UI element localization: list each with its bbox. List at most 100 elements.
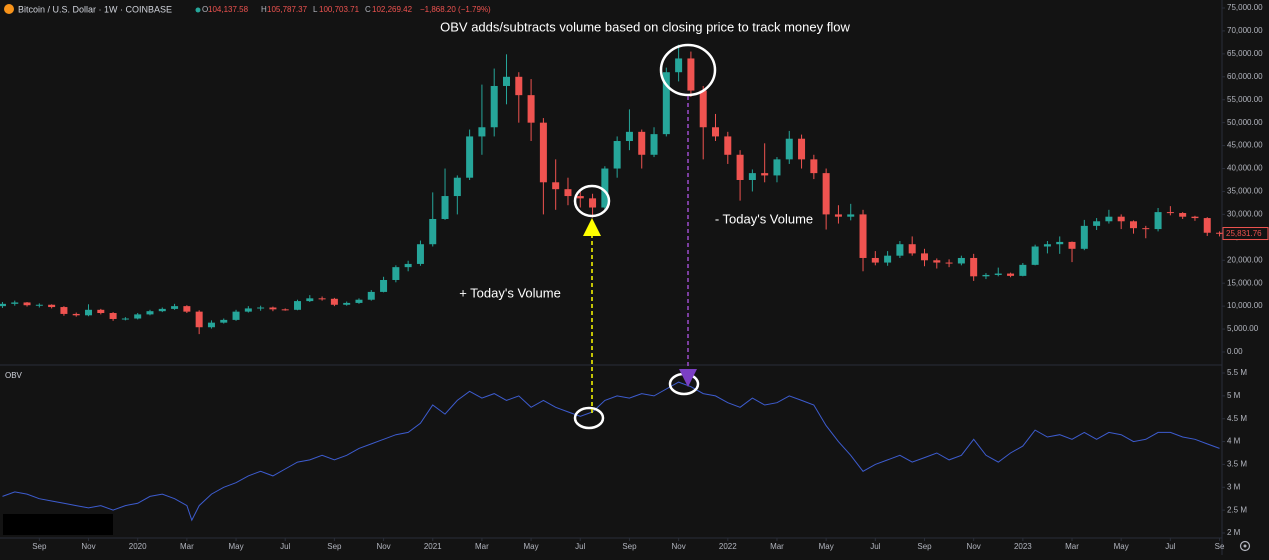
candle-body: [515, 76, 523, 96]
candle-body: [195, 311, 203, 328]
y-tick-label: 5,000.00: [1227, 324, 1259, 333]
candle-body: [576, 196, 584, 199]
x-tick-label: Nov: [81, 542, 95, 551]
y-tick-label: 75,000.00: [1227, 3, 1263, 12]
y-tick-label: 15,000.00: [1227, 278, 1263, 287]
x-tick-label: Sep: [622, 542, 637, 551]
candle-body: [146, 311, 154, 315]
candle-body: [404, 263, 412, 268]
y-tick-label: 20,000.00: [1227, 255, 1263, 264]
candle-body: [539, 122, 547, 183]
last-price-label: 25,831.76: [1226, 229, 1262, 238]
candle-body: [933, 260, 941, 263]
candle-body: [957, 257, 965, 264]
obv-line: [2, 381, 1220, 522]
y-tick-label: 55,000.00: [1227, 95, 1263, 104]
candle-body: [392, 267, 400, 280]
candle-body: [859, 214, 867, 258]
candle-body: [1093, 221, 1101, 226]
y-tick-label: 35,000.00: [1227, 187, 1263, 196]
x-tick-label: Sep: [917, 542, 932, 551]
candle-body: [134, 314, 142, 319]
ohlc-letter: O: [202, 5, 208, 14]
last-price-box: [1222, 227, 1269, 241]
arrow-head: [679, 369, 697, 387]
candle-body: [367, 291, 375, 300]
y-tick-label: 40,000.00: [1227, 164, 1263, 173]
candle-body: [1056, 241, 1064, 245]
candle-body: [1142, 228, 1150, 230]
candle-body: [675, 58, 683, 73]
x-tick-label: Jul: [280, 542, 290, 551]
candle-body: [355, 299, 363, 303]
candle-body: [871, 257, 879, 263]
candle-body: [1191, 216, 1199, 219]
x-tick-label: Mar: [180, 542, 194, 551]
candle-body: [994, 273, 1002, 275]
x-tick-label: Nov: [967, 542, 981, 551]
candle-body: [1117, 216, 1125, 222]
candle-body: [761, 173, 769, 176]
x-tick-label: Jul: [575, 542, 585, 551]
candle-body: [625, 131, 633, 142]
candle-body: [613, 141, 621, 169]
candle-body: [294, 301, 302, 310]
candle-body: [552, 182, 560, 190]
candle-body: [785, 138, 793, 160]
y-tick-label: 4.5 M: [1227, 414, 1247, 423]
y-tick-label: 50,000.00: [1227, 118, 1263, 127]
y-tick-label: 3.5 M: [1227, 460, 1247, 469]
candle-body: [736, 154, 744, 180]
y-tick-label: 3 M: [1227, 482, 1241, 491]
candle-body: [330, 298, 338, 305]
candle-body: [220, 319, 228, 323]
candle-body: [490, 85, 498, 128]
candle-body: [1019, 264, 1027, 276]
x-tick-label: Nov: [376, 542, 390, 551]
candle-body: [945, 262, 953, 264]
candle-body: [85, 309, 93, 316]
x-tick-label: Mar: [770, 542, 784, 551]
settings-icon[interactable]: [1239, 540, 1251, 552]
x-tick-label: Mar: [1065, 542, 1079, 551]
candle-body: [1105, 216, 1113, 222]
x-tick-label: May: [1114, 542, 1129, 551]
candle-body: [1154, 212, 1162, 230]
ohlc-value: 102,269.42: [372, 5, 413, 14]
symbol-title[interactable]: Bitcoin / U.S. Dollar · 1W · COINBASE: [18, 4, 172, 14]
candle-body: [478, 127, 486, 137]
annotation: + Today's Volume: [459, 285, 561, 300]
y-tick-label: 60,000.00: [1227, 72, 1263, 81]
candle-body: [257, 307, 265, 309]
candle-body: [1129, 221, 1137, 229]
x-tick-label: 2022: [719, 542, 737, 551]
y-tick-label: 70,000.00: [1227, 26, 1263, 35]
candle-body: [1166, 212, 1174, 214]
candle-body: [109, 313, 117, 319]
candle-body: [699, 90, 707, 128]
y-tick-label: 45,000.00: [1227, 141, 1263, 150]
x-tick-label: Jul: [1165, 542, 1175, 551]
y-tick-label: 10,000.00: [1227, 301, 1263, 310]
candle-body: [1068, 241, 1076, 249]
candle-body: [834, 214, 842, 217]
x-tick-label: Se: [1215, 542, 1225, 551]
annotation: - Today's Volume: [715, 211, 813, 226]
candle-body: [318, 298, 326, 300]
candle-body: [1080, 225, 1088, 249]
candle-body: [281, 309, 289, 311]
indicator-title: OBV: [5, 371, 23, 380]
candle-body: [884, 255, 892, 263]
candle-body: [638, 131, 646, 155]
candle-body: [564, 189, 572, 197]
candle-body: [0, 303, 6, 307]
ohlc-letter: C: [365, 5, 371, 14]
gear-center: [1243, 544, 1247, 548]
ohlc-value: 104,137.58: [208, 5, 249, 14]
x-tick-label: Sep: [32, 542, 47, 551]
y-tick-label: 2 M: [1227, 528, 1241, 537]
y-tick-label: 30,000.00: [1227, 210, 1263, 219]
x-tick-label: 2020: [129, 542, 147, 551]
